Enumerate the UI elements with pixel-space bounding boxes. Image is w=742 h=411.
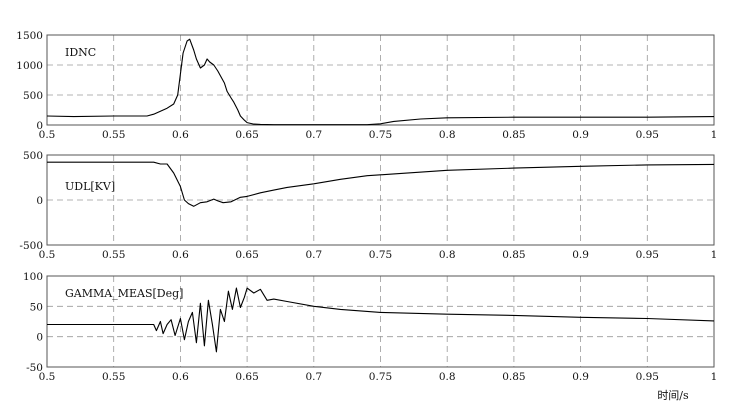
plot-frame bbox=[46, 275, 715, 368]
plot-frame bbox=[46, 154, 715, 246]
y-tick-label: 1000 bbox=[16, 60, 43, 72]
plot-frame bbox=[46, 34, 715, 126]
x-tick-label: 0.75 bbox=[369, 371, 392, 383]
y-tick-label: 500 bbox=[23, 90, 43, 102]
x-tick-label: 0.9 bbox=[572, 129, 589, 141]
x-tick-label: 1 bbox=[711, 371, 718, 383]
x-tick-label: 0.95 bbox=[636, 249, 659, 261]
x-tick-label: 0.9 bbox=[572, 249, 589, 261]
y-tick-label: 0 bbox=[36, 120, 43, 132]
y-tick-label: -50 bbox=[26, 362, 43, 374]
x-tick-label: 0.55 bbox=[102, 371, 125, 383]
series-line-0 bbox=[47, 161, 715, 207]
panel-title: GAMMA_MEAS[Deg] bbox=[65, 287, 183, 300]
y-tick-label: 100 bbox=[23, 271, 43, 283]
x-tick-label: 0.85 bbox=[502, 249, 525, 261]
x-tick-label: 0.9 bbox=[572, 371, 589, 383]
x-tick-label: 0.6 bbox=[172, 129, 189, 141]
x-tick-label: 0.65 bbox=[235, 129, 258, 141]
x-tick-label: 0.55 bbox=[102, 249, 125, 261]
x-tick-label: 0.65 bbox=[235, 371, 258, 383]
x-tick-label: 1 bbox=[711, 129, 718, 141]
y-tick-label: 500 bbox=[23, 150, 43, 162]
x-tick-label: 0.7 bbox=[305, 249, 322, 261]
x-tick-label: 0.8 bbox=[439, 371, 456, 383]
x-tick-label: 0.7 bbox=[305, 371, 322, 383]
panel-title: IDNC bbox=[65, 46, 96, 59]
x-tick-label: 0.5 bbox=[39, 129, 56, 141]
x-tick-label: 0.75 bbox=[369, 129, 392, 141]
y-tick-label: 1500 bbox=[16, 30, 43, 42]
x-tick-label: 0.85 bbox=[502, 371, 525, 383]
y-tick-label: -500 bbox=[19, 240, 43, 252]
y-tick-label: 50 bbox=[30, 301, 43, 313]
x-axis-unit-label: 时间/s bbox=[657, 389, 689, 402]
x-tick-label: 0.95 bbox=[636, 371, 659, 383]
series-line-0 bbox=[47, 287, 715, 353]
x-tick-label: 0.8 bbox=[439, 249, 456, 261]
x-tick-label: 1 bbox=[711, 249, 718, 261]
x-tick-label: 0.95 bbox=[636, 129, 659, 141]
x-tick-label: 0.8 bbox=[439, 129, 456, 141]
x-tick-label: 0.55 bbox=[102, 129, 125, 141]
x-tick-label: 0.75 bbox=[369, 249, 392, 261]
x-tick-label: 0.6 bbox=[172, 371, 189, 383]
chart-panel-2: 0.5 0.55 0.6 0.65 0.7 0.75 0.8 0.85 0.9 0.95 1 100 5… bbox=[23, 271, 717, 383]
x-tick-label: 0.85 bbox=[502, 129, 525, 141]
y-tick-label: 0 bbox=[36, 195, 43, 207]
x-tick-label: 0.6 bbox=[172, 249, 189, 261]
chart-panel-0: 0.5 0.55 0.6 0.65 0.7 0.75 0.8 0.85 0.9 0.95 1 1500… bbox=[16, 30, 717, 141]
x-tick-label: 0.65 bbox=[235, 249, 258, 261]
panel-title: UDL[KV] bbox=[65, 180, 115, 193]
x-tick-label: 0.5 bbox=[39, 371, 56, 383]
x-tick-label: 0.5 bbox=[39, 249, 56, 261]
x-tick-label: 0.7 bbox=[305, 129, 322, 141]
chart-panel-1: 0.5 0.55 0.6 0.65 0.7 0.75 0.8 0.85 0.9 0.95 1 500 0… bbox=[19, 150, 717, 261]
y-tick-label: 0 bbox=[36, 332, 43, 344]
series-line-0 bbox=[46, 38, 715, 126]
